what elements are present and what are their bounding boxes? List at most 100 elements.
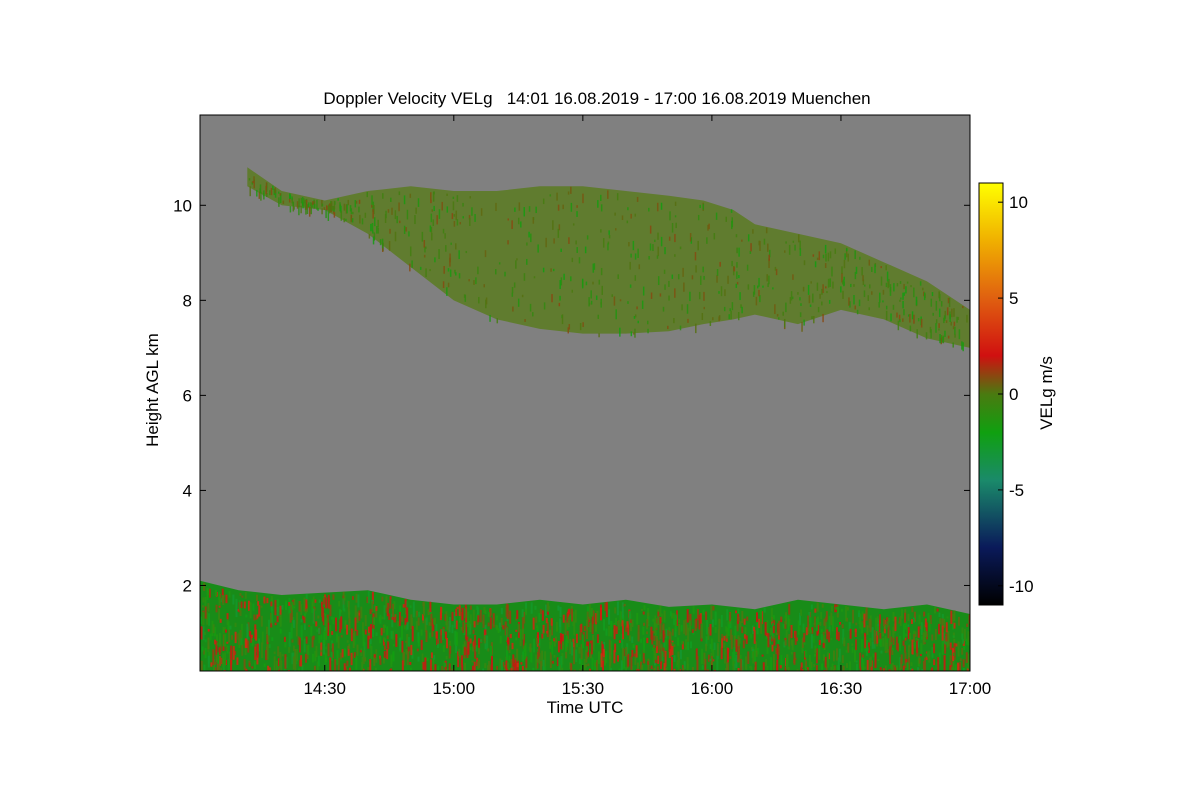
velocity-streak — [647, 320, 649, 325]
velocity-streak — [637, 320, 639, 324]
velocity-streak — [597, 651, 600, 664]
velocity-streak — [952, 652, 955, 657]
velocity-streak — [831, 266, 833, 277]
velocity-streak — [737, 667, 740, 671]
velocity-streak — [476, 614, 479, 621]
velocity-streak — [505, 605, 508, 618]
velocity-streak — [882, 668, 885, 671]
velocity-streak — [477, 266, 479, 275]
velocity-streak — [872, 653, 875, 658]
velocity-streak — [553, 654, 556, 658]
velocity-streak — [686, 304, 689, 314]
velocity-streak — [381, 616, 384, 620]
velocity-streak — [933, 659, 936, 666]
velocity-streak — [511, 220, 513, 230]
velocity-streak — [278, 197, 280, 207]
velocity-streak — [822, 642, 825, 648]
velocity-regions — [200, 167, 970, 671]
velocity-streak — [605, 651, 608, 664]
velocity-streak — [876, 631, 879, 644]
velocity-streak — [902, 623, 905, 640]
velocity-streak — [354, 605, 357, 620]
velocity-streak — [566, 612, 569, 623]
velocity-streak — [899, 667, 902, 671]
velocity-streak — [821, 604, 824, 608]
velocity-streak — [466, 611, 469, 628]
velocity-streak — [877, 659, 880, 662]
velocity-streak — [772, 635, 775, 641]
velocity-streak — [600, 194, 602, 201]
velocity-streak — [655, 623, 658, 628]
velocity-streak — [706, 237, 708, 244]
velocity-streak — [398, 202, 400, 212]
velocity-streak — [421, 653, 424, 669]
velocity-streak — [322, 598, 325, 605]
velocity-streak — [777, 634, 780, 640]
velocity-streak — [259, 670, 262, 671]
velocity-streak — [921, 669, 924, 671]
velocity-streak — [586, 625, 589, 640]
velocity-streak — [320, 601, 323, 609]
velocity-streak — [753, 630, 756, 644]
velocity-streak — [967, 653, 970, 669]
velocity-streak — [841, 280, 844, 285]
velocity-streak — [541, 633, 544, 639]
velocity-streak — [346, 624, 349, 635]
velocity-streak — [274, 189, 277, 198]
velocity-streak — [668, 639, 671, 652]
velocity-streak — [284, 636, 287, 648]
x-axis-label: Time UTC — [547, 698, 624, 717]
velocity-streak — [514, 207, 516, 212]
velocity-streak — [944, 310, 946, 319]
velocity-streak — [434, 257, 436, 263]
velocity-streak — [265, 626, 268, 635]
velocity-streak — [223, 670, 226, 671]
velocity-streak — [417, 656, 420, 662]
velocity-streak — [323, 639, 326, 655]
velocity-streak — [772, 287, 774, 290]
velocity-streak — [913, 630, 916, 635]
velocity-streak — [549, 194, 552, 197]
velocity-streak — [931, 667, 934, 671]
velocity-streak — [504, 271, 506, 277]
velocity-streak — [812, 293, 814, 303]
velocity-streak — [594, 618, 597, 632]
velocity-streak — [569, 638, 572, 654]
velocity-streak — [240, 601, 243, 609]
velocity-streak — [222, 626, 225, 634]
velocity-streak — [776, 313, 779, 317]
velocity-streak — [317, 615, 320, 619]
velocity-streak — [841, 624, 844, 629]
velocity-streak — [453, 611, 456, 628]
velocity-streak — [399, 220, 401, 224]
velocity-streak — [631, 619, 634, 627]
velocity-streak — [212, 649, 215, 666]
velocity-streak — [925, 622, 928, 638]
velocity-streak — [938, 652, 941, 665]
velocity-streak — [768, 636, 771, 645]
velocity-streak — [909, 314, 911, 323]
velocity-streak — [744, 627, 747, 635]
velocity-streak — [249, 631, 252, 637]
velocity-streak — [791, 296, 794, 299]
velocity-streak — [768, 254, 770, 261]
velocity-streak — [689, 233, 692, 242]
velocity-streak — [840, 286, 842, 293]
velocity-streak — [428, 632, 431, 639]
velocity-streak — [878, 302, 880, 308]
velocity-streak — [420, 629, 423, 636]
velocity-streak — [750, 243, 752, 252]
velocity-streak — [575, 649, 578, 663]
velocity-streak — [825, 616, 828, 622]
velocity-streak — [469, 605, 472, 610]
velocity-streak — [355, 593, 358, 603]
velocity-streak — [847, 253, 850, 262]
velocity-streak — [931, 646, 934, 658]
velocity-streak — [947, 630, 950, 647]
velocity-streak — [816, 282, 819, 291]
velocity-streak — [535, 625, 538, 629]
velocity-streak — [215, 641, 218, 656]
velocity-streak — [370, 223, 372, 232]
velocity-streak — [373, 617, 376, 625]
